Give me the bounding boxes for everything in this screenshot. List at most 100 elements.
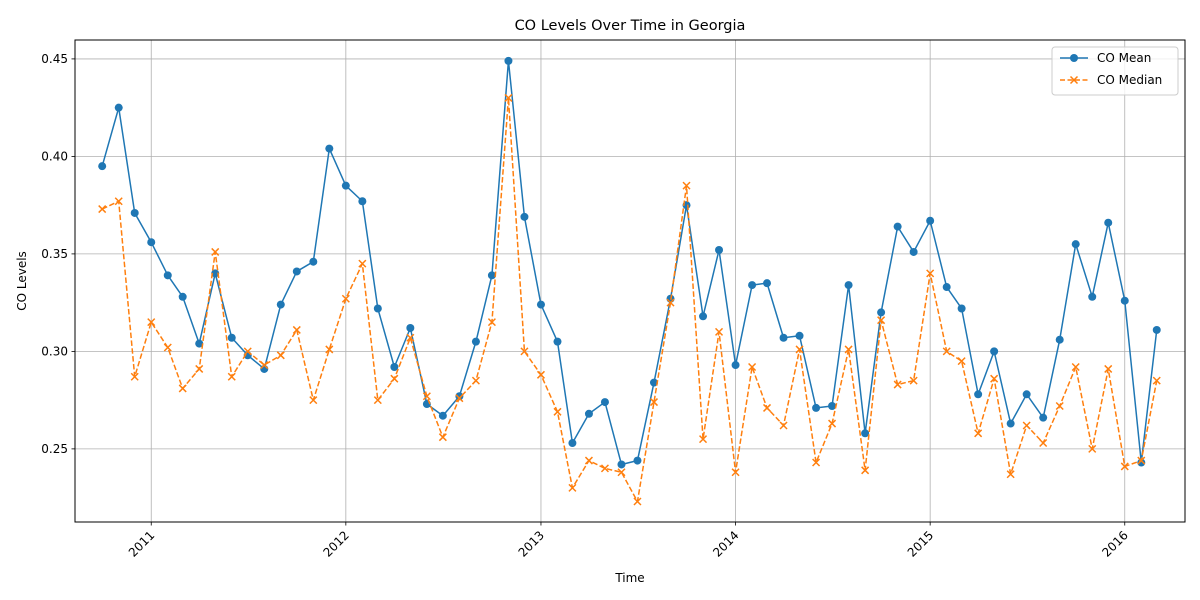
data-point-co-mean <box>163 271 172 280</box>
data-point-co-median <box>504 93 513 102</box>
data-point-co-median <box>666 298 675 307</box>
data-point-co-median <box>828 419 837 428</box>
data-point-co-mean <box>942 283 951 292</box>
data-point-co-mean <box>1055 335 1064 344</box>
data-point-co-median <box>130 372 139 381</box>
data-point-co-mean <box>471 337 480 346</box>
data-point-co-mean <box>276 300 285 309</box>
data-point-co-median <box>1039 439 1048 448</box>
data-point-co-mean <box>699 312 708 321</box>
plot-area-frame <box>74 39 1186 523</box>
data-point-co-median <box>390 374 399 383</box>
data-point-co-median <box>1022 421 1031 430</box>
data-point-co-median <box>471 376 480 385</box>
data-point-co-median <box>715 327 724 336</box>
data-point-co-mean <box>748 281 757 290</box>
data-point-co-median <box>861 466 870 475</box>
data-point-co-median <box>812 458 821 467</box>
data-point-co-mean <box>844 281 853 290</box>
data-point-co-median <box>731 468 740 477</box>
x-tick-label: 2013 <box>516 528 547 559</box>
y-axis-title: CO Levels <box>15 251 29 311</box>
data-point-co-mean <box>1088 292 1097 301</box>
data-point-co-median <box>877 316 886 325</box>
legend-marker-co-mean <box>1070 54 1078 62</box>
data-point-co-median <box>211 247 220 256</box>
data-point-co-mean <box>1152 325 1161 334</box>
data-point-co-median <box>974 429 983 438</box>
data-point-co-median <box>114 197 123 206</box>
legend-box <box>1051 46 1179 96</box>
data-point-co-median <box>520 347 529 356</box>
x-tick-label: 2016 <box>1099 528 1130 559</box>
data-point-co-median <box>373 396 382 405</box>
data-point-co-mean <box>373 304 382 313</box>
data-point-co-median <box>438 433 447 442</box>
x-tick-label: 2011 <box>126 528 157 559</box>
data-point-co-mean <box>926 216 935 225</box>
data-point-co-mean <box>1120 296 1129 305</box>
data-point-co-mean <box>455 392 464 401</box>
data-point-co-mean <box>260 364 269 373</box>
series-layer <box>98 56 1161 506</box>
data-point-co-median <box>942 347 951 356</box>
data-point-co-mean <box>1022 390 1031 399</box>
data-point-co-mean <box>292 267 301 276</box>
series-co-median <box>98 93 1161 506</box>
data-point-co-mean <box>715 245 724 254</box>
data-point-co-median <box>341 294 350 303</box>
data-point-co-mean <box>195 339 204 348</box>
data-point-co-median <box>844 345 853 354</box>
data-point-co-median <box>487 318 496 327</box>
data-point-co-mean <box>763 279 772 288</box>
y-tick-label: 0.25 <box>41 442 68 456</box>
data-point-co-median <box>309 396 318 405</box>
data-point-co-mean <box>1006 419 1015 428</box>
data-point-co-mean <box>536 300 545 309</box>
data-point-co-median <box>358 259 367 268</box>
data-point-co-median <box>178 384 187 393</box>
data-point-co-mean <box>114 103 123 112</box>
data-point-co-median <box>699 435 708 444</box>
data-point-co-median <box>1006 470 1015 479</box>
y-tick-label: 0.30 <box>41 344 68 358</box>
data-point-co-median <box>600 464 609 473</box>
data-point-co-mean <box>974 390 983 399</box>
series-line-co-mean <box>101 60 1158 466</box>
data-point-co-mean <box>130 208 139 217</box>
data-point-co-median <box>682 181 691 190</box>
data-point-co-mean <box>877 308 886 317</box>
data-point-co-median <box>98 205 107 214</box>
data-point-co-mean <box>990 347 999 356</box>
data-point-co-median <box>553 407 562 416</box>
legend-label-co-mean: CO Mean <box>1097 51 1151 65</box>
data-point-co-median <box>893 380 902 389</box>
data-point-co-median <box>1071 362 1080 372</box>
y-tick-label: 0.45 <box>41 52 68 66</box>
data-point-co-median <box>748 362 757 372</box>
data-point-co-median <box>276 351 285 360</box>
data-point-co-mean <box>341 181 350 190</box>
y-tick-label: 0.40 <box>41 149 68 163</box>
x-tick-label: 2015 <box>905 528 936 559</box>
data-point-co-mean <box>893 222 902 231</box>
data-point-co-median <box>990 374 999 383</box>
data-point-co-mean <box>584 409 593 418</box>
data-point-co-median <box>227 372 236 381</box>
data-point-co-median <box>260 361 269 370</box>
y-tick-label: 0.35 <box>41 247 68 261</box>
data-point-co-mean <box>98 162 107 171</box>
data-point-co-median <box>795 345 804 354</box>
data-point-co-median <box>1088 444 1097 453</box>
data-point-co-mean <box>812 403 821 412</box>
data-point-co-median <box>147 318 156 327</box>
data-point-co-median <box>292 325 301 334</box>
data-point-co-mean <box>909 247 918 256</box>
data-point-co-mean <box>358 197 367 206</box>
data-point-co-median <box>1137 456 1146 465</box>
data-point-co-median <box>195 364 204 373</box>
data-point-co-mean <box>957 304 966 313</box>
data-point-co-mean <box>438 411 447 420</box>
data-point-co-median <box>1152 376 1161 385</box>
